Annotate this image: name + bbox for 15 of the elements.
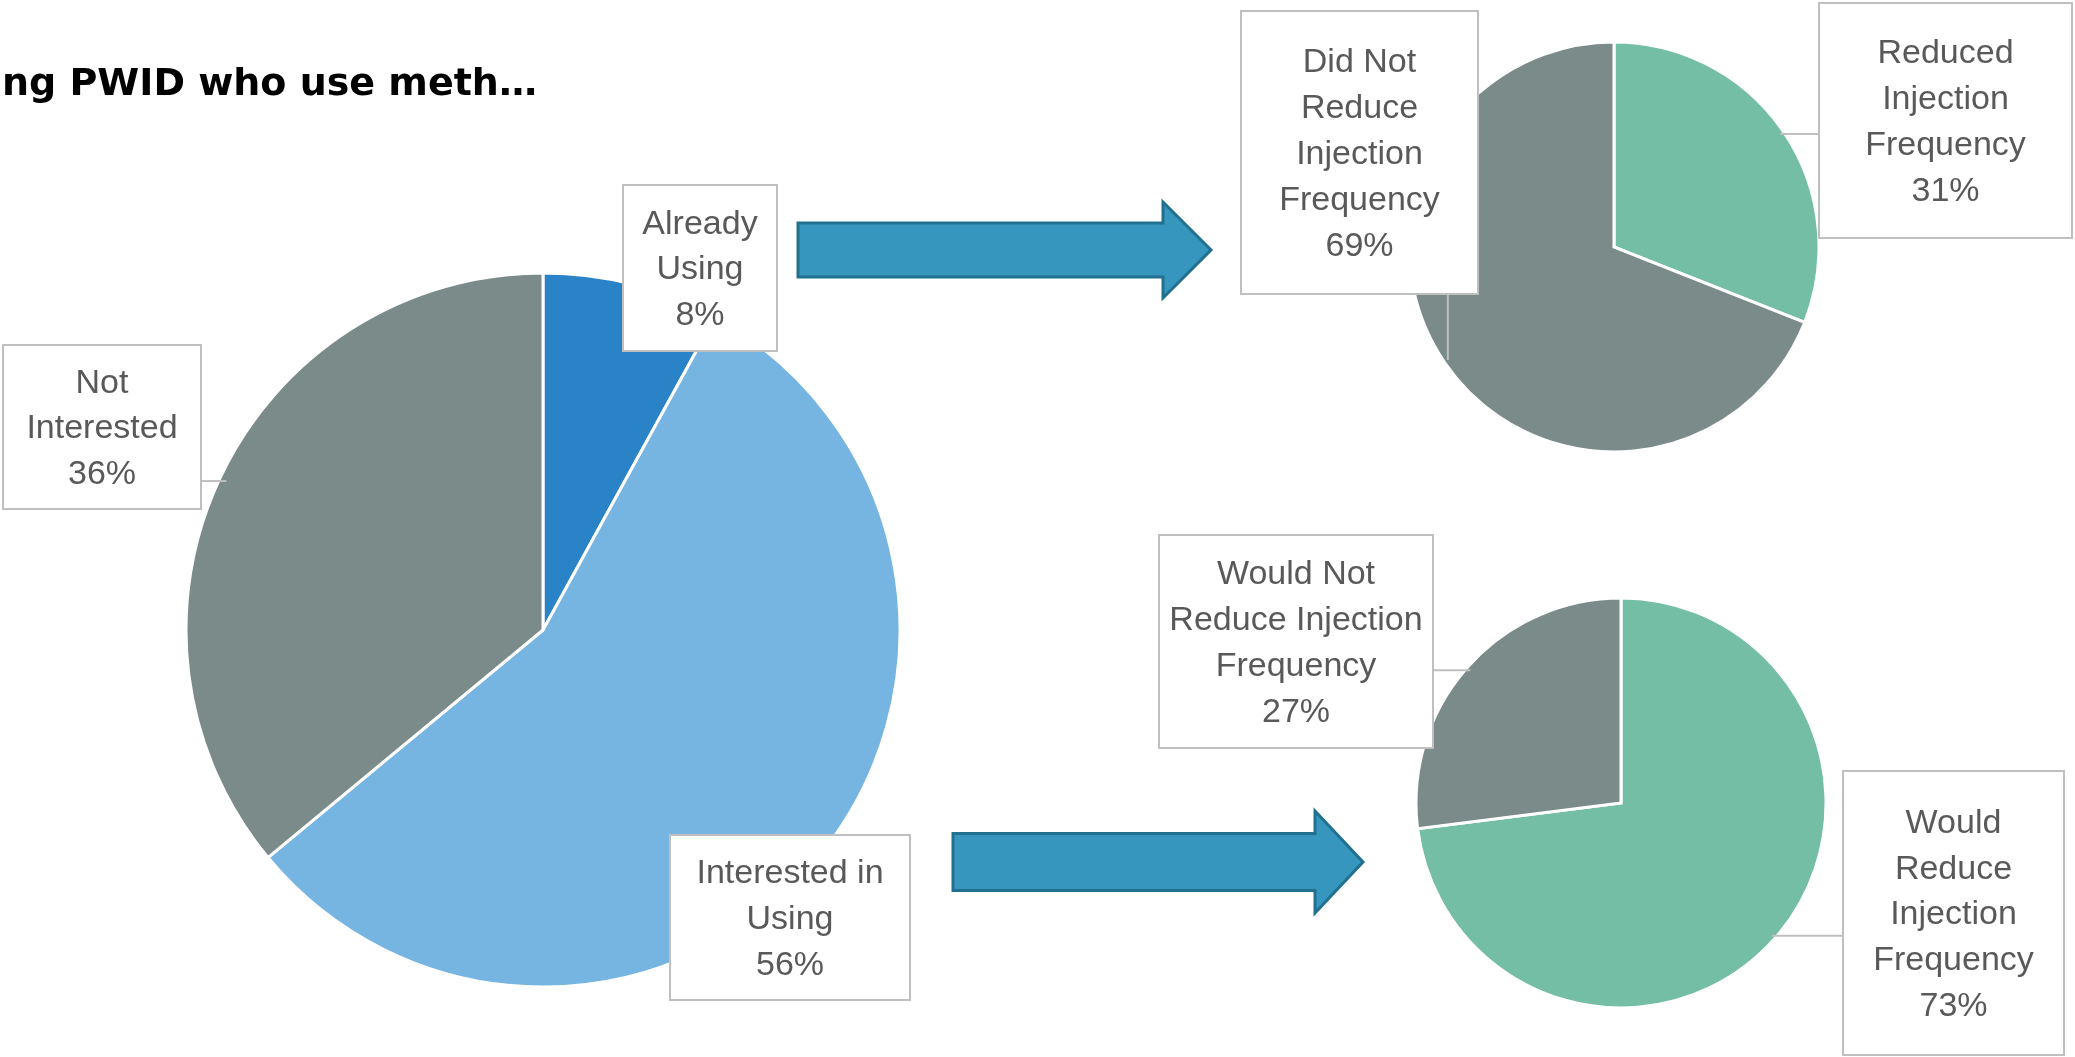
- data-label: 36%: [67, 453, 137, 492]
- data-label: 56%: [755, 943, 825, 982]
- slice-label: Already Using: [642, 202, 758, 287]
- data-label: 27%: [1261, 690, 1331, 729]
- slice-label: Not Interested: [26, 361, 178, 446]
- data-label: 31%: [1911, 169, 1980, 208]
- data-label: 8%: [675, 294, 725, 333]
- slice-label: Did Not Reduce Injection Frequency: [1279, 41, 1440, 217]
- chart-title: ng PWID who use meth…: [2, 60, 537, 104]
- slice-label: Would Reduce Injection Frequency: [1873, 801, 2034, 978]
- data-label: 69%: [1325, 224, 1394, 263]
- slice-label: Interested in Using: [696, 852, 884, 936]
- slice-label: Reduced Injection Frequency: [1865, 32, 2026, 162]
- data-label: 73%: [1919, 985, 1988, 1024]
- slice-label: Would Not Reduce Injection Frequency: [1169, 553, 1423, 683]
